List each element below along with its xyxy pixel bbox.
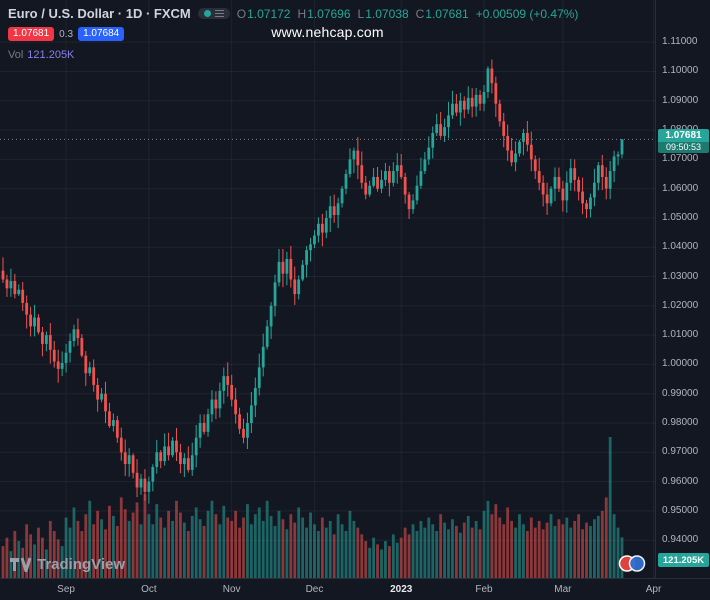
- price-tick-label: 0.98000: [662, 417, 699, 429]
- chart-legend: Euro / U.S. Dollar · 1D · FXCM O 1.07172 …: [8, 6, 578, 61]
- last-price-value: 1.07681: [658, 129, 709, 143]
- price-tick-label: 0.96000: [662, 475, 699, 487]
- low-value: L 1.07038: [357, 6, 409, 21]
- price-tick-label: 1.03000: [662, 270, 699, 282]
- tradingview-logo-icon: [10, 557, 31, 572]
- price-tick-label: 1.05000: [662, 211, 699, 223]
- time-tick-label: Oct: [141, 584, 157, 595]
- grid-lines: [0, 0, 655, 578]
- price-tick-label: 1.04000: [662, 241, 699, 253]
- spread-value: 0.3: [59, 28, 74, 40]
- time-tick-label: Sep: [57, 584, 75, 595]
- tradingview-logo[interactable]: TradingView: [10, 556, 125, 573]
- price-tick-label: 0.99000: [662, 387, 699, 399]
- close-value: C 1.07681: [415, 6, 469, 21]
- price-tick-label: 1.07000: [662, 153, 699, 165]
- time-tick-label: Feb: [475, 584, 493, 595]
- price-tick-label: 1.01000: [662, 329, 699, 341]
- time-tick-label: Mar: [554, 584, 572, 595]
- bid-price-badge[interactable]: 1.07681: [8, 27, 55, 41]
- candles-series: [1, 59, 624, 504]
- time-scale[interactable]: Sep Oct Nov Dec 2023 Feb Mar Apr: [0, 578, 710, 600]
- price-tick-label: 1.02000: [662, 299, 699, 311]
- price-tick-label: 1.10000: [662, 65, 699, 77]
- price-tick-label: 0.95000: [662, 504, 699, 516]
- time-tick-label: 2023: [390, 584, 413, 595]
- price-tick-label: 1.09000: [662, 94, 699, 106]
- time-tick-label: Apr: [645, 584, 662, 595]
- time-tick-label: Dec: [305, 584, 324, 595]
- volume-scale-badge: 121.205K: [658, 553, 709, 567]
- price-tick-label: 0.94000: [662, 534, 699, 546]
- price-tick-label: 1.06000: [662, 182, 699, 194]
- last-price-badge[interactable]: 1.07681 09:50:53: [658, 129, 709, 154]
- symbol-title[interactable]: Euro / U.S. Dollar · 1D · FXCM: [8, 6, 191, 21]
- candlestick-chart[interactable]: [0, 0, 655, 578]
- price-tick-label: 0.97000: [662, 446, 699, 458]
- time-tick-label: Nov: [222, 584, 241, 595]
- chart-pane[interactable]: www.nehcap.com Euro / U.S. Dollar · 1D ·…: [0, 0, 655, 578]
- high-value: H 1.07696: [297, 6, 351, 21]
- price-scale[interactable]: 1.07681 09:50:53 121.205K 1.11000 1.10000…: [655, 0, 710, 578]
- open-value: O 1.07172: [236, 6, 291, 21]
- ask-price-badge[interactable]: 1.07684: [78, 27, 125, 41]
- bar-countdown: 09:50:53: [658, 142, 709, 154]
- price-tick-label: 1.11000: [662, 36, 698, 48]
- volume-series: [1, 437, 624, 578]
- status-dot-icon: [203, 10, 211, 17]
- price-tick-label: 1.00000: [662, 358, 699, 370]
- menu-icon: [214, 10, 224, 17]
- circular-logo-icon: [617, 554, 647, 578]
- volume-value: 121.205K: [27, 49, 75, 61]
- volume-label: Vol: [8, 49, 24, 61]
- change-value: +0.00509 (+0.47%): [475, 6, 579, 21]
- series-controls[interactable]: [197, 8, 230, 19]
- tradingview-logo-text: TradingView: [37, 556, 126, 573]
- watermark-text: www.nehcap.com: [271, 24, 384, 40]
